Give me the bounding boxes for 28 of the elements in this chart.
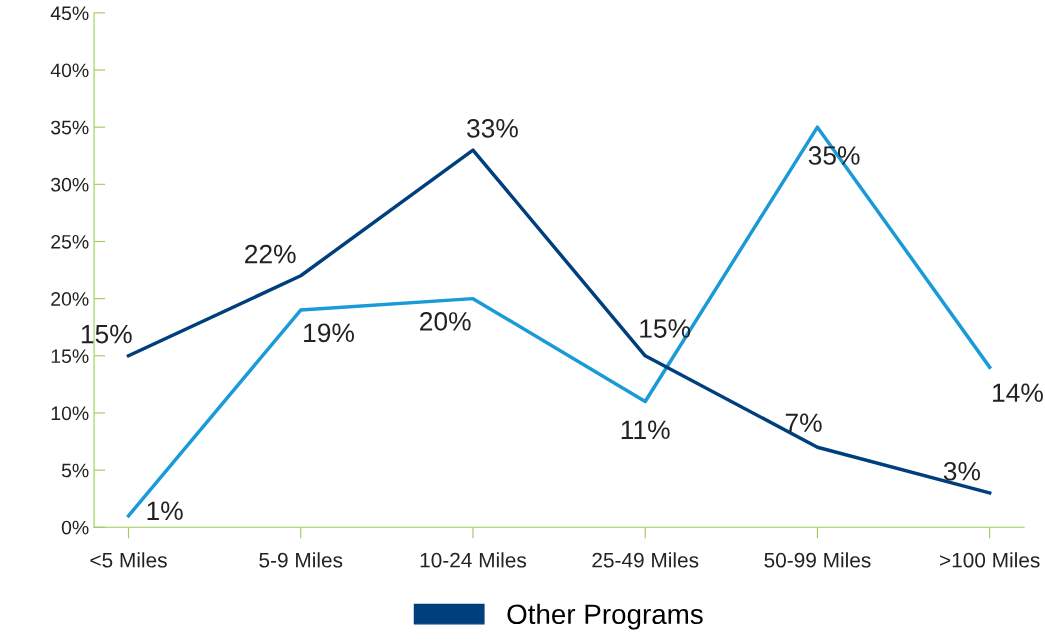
y-tick-label: 20%	[51, 292, 89, 306]
text: 33%	[467, 118, 518, 138]
text: 7%	[785, 413, 822, 432]
text: 22%	[245, 244, 296, 264]
y-tick-label: 0%	[61, 520, 89, 535]
x-tick-label: >100 Miles	[940, 552, 1040, 568]
x-tick-label: 25-49 Miles	[592, 552, 699, 568]
y-tick-label: 10%	[51, 406, 89, 421]
text: 15%	[640, 319, 691, 338]
y-tick-label: 35%	[51, 120, 89, 135]
text: 3%	[943, 461, 981, 481]
text: 11%	[621, 420, 670, 440]
y-tick-label: 15%	[51, 349, 89, 364]
x-tick-label: 50-99 Miles	[764, 552, 871, 568]
x-tick-label: 5-9 Miles	[259, 552, 343, 568]
y-tick-label: 40%	[50, 63, 89, 78]
y-tick-label: 5%	[61, 463, 89, 478]
x-tick-label: 10-24 Miles	[420, 552, 527, 568]
text: 1%	[147, 501, 183, 521]
text: 15%	[81, 324, 132, 344]
text: 14%	[993, 383, 1043, 402]
text: 20%	[420, 312, 471, 331]
text: 19%	[304, 323, 354, 343]
x-tick-label: <5 Miles	[90, 552, 167, 568]
y-tick-label: 45%	[50, 6, 89, 21]
legend-label: Other Programs	[507, 603, 703, 630]
y-tick-label: 30%	[51, 177, 89, 192]
y-tick-label: 25%	[51, 234, 89, 249]
